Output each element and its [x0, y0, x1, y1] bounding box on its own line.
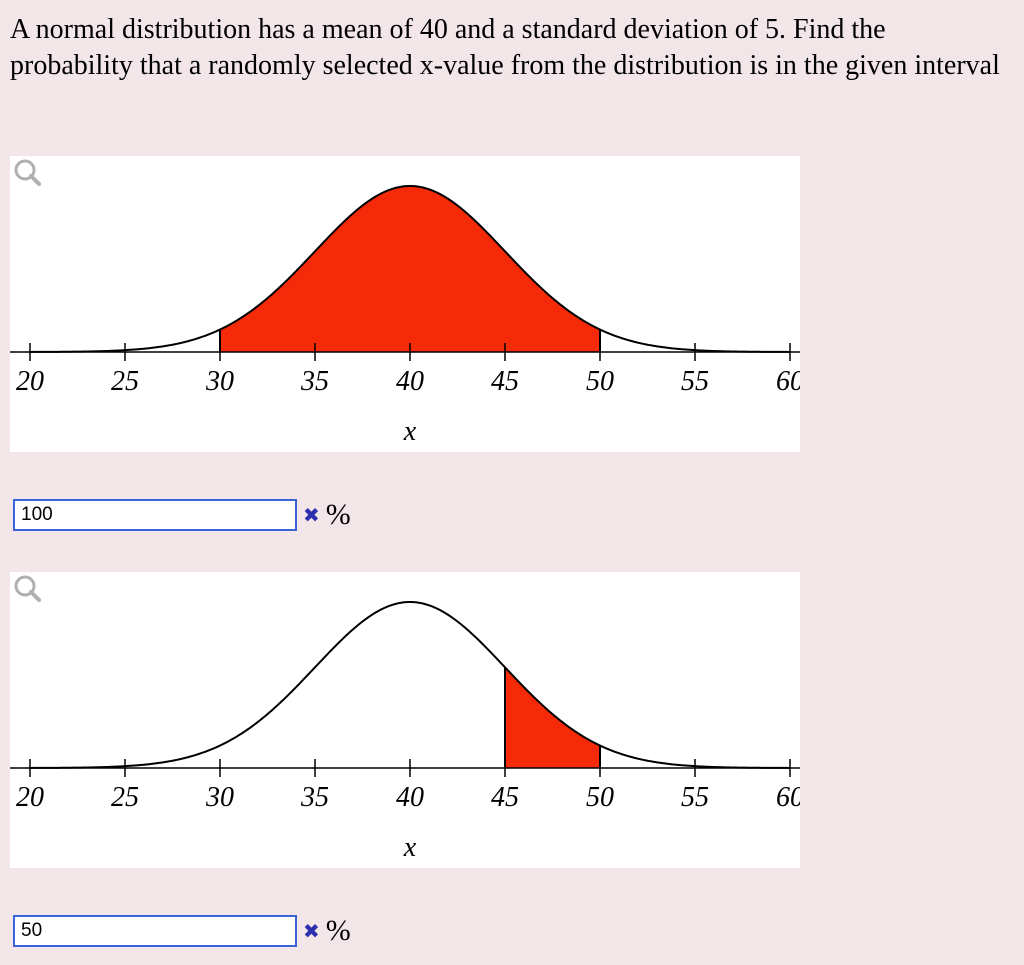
- x-tick-label: 60: [776, 366, 800, 397]
- x-tick-label: 30: [205, 782, 234, 813]
- normal-curve-chart: 20 25 30 35 40 45 50 55 60 x: [10, 184, 800, 447]
- shaded-region: [220, 186, 600, 352]
- zoom-icon[interactable]: [10, 572, 44, 606]
- zoom-icon[interactable]: [10, 156, 44, 190]
- percent-unit: %: [325, 498, 351, 531]
- answer-row-2: ✖ %: [13, 914, 351, 948]
- x-tick-label: 55: [681, 782, 709, 813]
- normal-curve: [29, 600, 791, 769]
- cross-icon: ✖: [303, 503, 320, 527]
- question-text: A normal distribution has a mean of 40 a…: [10, 14, 1000, 81]
- cross-icon: ✖: [303, 919, 320, 943]
- x-tick-label: 30: [205, 366, 234, 397]
- x-tick-label: 25: [111, 782, 139, 813]
- x-tick-label: 40: [396, 782, 424, 813]
- x-tick-label: 60: [776, 782, 800, 813]
- answer-row-1: ✖ %: [13, 498, 351, 532]
- x-tick-label: 50: [586, 782, 614, 813]
- normal-distribution-plot-1: 20 25 30 35 40 45 50 55 60 x: [10, 156, 800, 452]
- x-tick-label: 55: [681, 366, 709, 397]
- probability-input-2[interactable]: [13, 915, 297, 947]
- x-tick-label: 50: [586, 366, 614, 397]
- x-tick-label: 35: [300, 366, 329, 397]
- probability-input-1[interactable]: [13, 499, 297, 531]
- normal-curve-chart: 20 25 30 35 40 45 50 55 60 x: [10, 600, 800, 863]
- x-tick-label: 45: [491, 782, 519, 813]
- x-tick-label: 20: [16, 366, 44, 397]
- x-tick-label: 20: [16, 782, 44, 813]
- x-tick-label: 25: [111, 366, 139, 397]
- percent-unit: %: [325, 914, 351, 947]
- x-tick-label: 45: [491, 366, 519, 397]
- x-tick-label: 35: [300, 782, 329, 813]
- x-axis-label: x: [403, 832, 417, 863]
- x-axis-label: x: [403, 416, 417, 447]
- normal-distribution-plot-2: 20 25 30 35 40 45 50 55 60 x: [10, 572, 800, 868]
- normal-curve: [29, 184, 791, 353]
- x-tick-label: 40: [396, 366, 424, 397]
